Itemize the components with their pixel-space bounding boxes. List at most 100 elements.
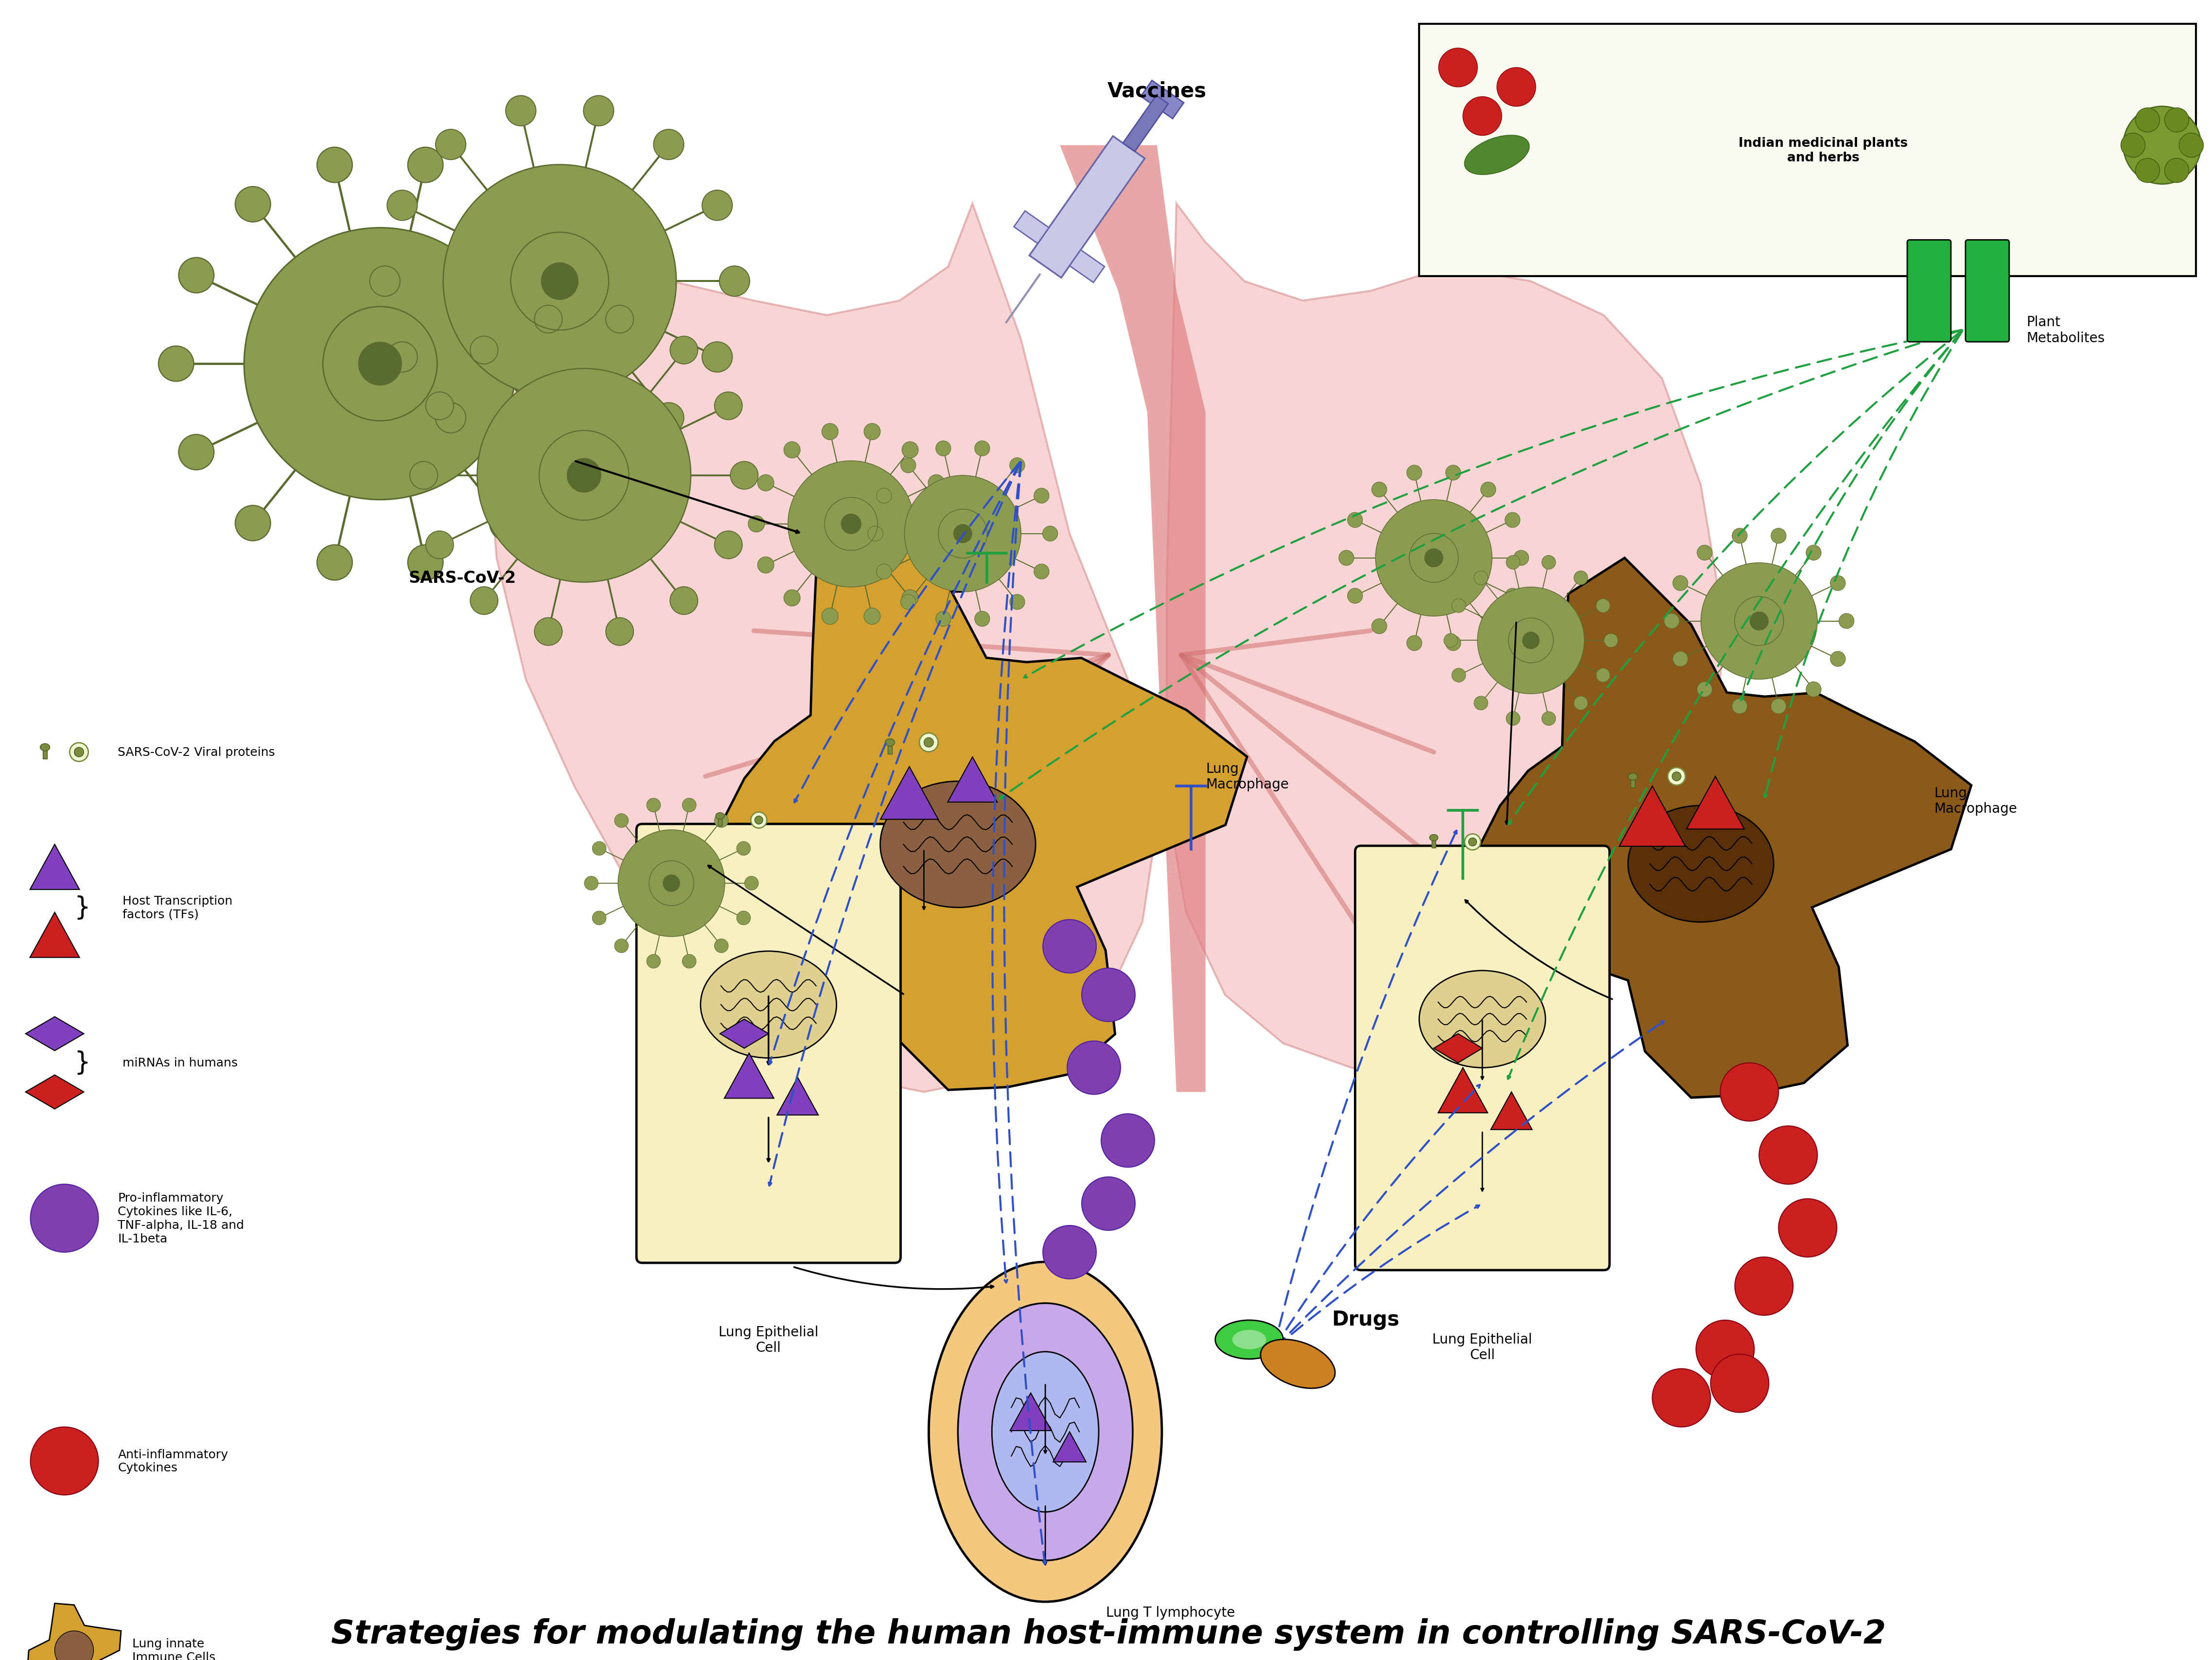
Circle shape bbox=[425, 531, 453, 559]
Circle shape bbox=[1447, 465, 1460, 481]
Text: Lung
Macrophage: Lung Macrophage bbox=[1206, 762, 1290, 792]
Ellipse shape bbox=[885, 739, 896, 747]
Circle shape bbox=[489, 506, 524, 541]
Circle shape bbox=[442, 164, 677, 398]
Ellipse shape bbox=[1232, 1330, 1265, 1350]
Circle shape bbox=[1697, 682, 1712, 697]
Polygon shape bbox=[1425, 558, 1971, 1097]
Circle shape bbox=[664, 875, 679, 891]
Polygon shape bbox=[947, 757, 998, 802]
Circle shape bbox=[1663, 614, 1679, 629]
Text: Lung Epithelial
Cell: Lung Epithelial Cell bbox=[1433, 1333, 1533, 1361]
Polygon shape bbox=[776, 1077, 818, 1116]
Circle shape bbox=[757, 558, 774, 573]
Circle shape bbox=[1469, 838, 1478, 847]
Circle shape bbox=[425, 392, 453, 420]
Polygon shape bbox=[880, 767, 938, 820]
Circle shape bbox=[929, 558, 945, 573]
Circle shape bbox=[1838, 614, 1854, 629]
Circle shape bbox=[387, 191, 418, 221]
Ellipse shape bbox=[701, 951, 836, 1057]
Circle shape bbox=[593, 911, 606, 925]
Circle shape bbox=[783, 589, 801, 606]
Circle shape bbox=[1082, 1177, 1135, 1230]
Circle shape bbox=[1042, 526, 1057, 541]
Circle shape bbox=[2166, 108, 2190, 133]
Circle shape bbox=[2135, 108, 2159, 133]
Circle shape bbox=[1732, 699, 1747, 714]
Circle shape bbox=[1438, 48, 1478, 88]
Circle shape bbox=[714, 940, 728, 953]
Circle shape bbox=[234, 506, 270, 541]
Bar bbox=[719, 818, 721, 827]
Text: miRNAs in humans: miRNAs in humans bbox=[122, 1057, 239, 1069]
Ellipse shape bbox=[717, 813, 723, 820]
Circle shape bbox=[730, 461, 759, 490]
Circle shape bbox=[2124, 106, 2201, 184]
Polygon shape bbox=[1141, 81, 1183, 120]
Ellipse shape bbox=[929, 1262, 1161, 1602]
Circle shape bbox=[542, 262, 577, 300]
Polygon shape bbox=[1053, 1433, 1086, 1462]
Circle shape bbox=[737, 842, 750, 855]
Circle shape bbox=[179, 435, 215, 470]
Circle shape bbox=[1604, 634, 1617, 647]
Circle shape bbox=[823, 608, 838, 624]
Circle shape bbox=[902, 442, 918, 458]
Circle shape bbox=[865, 423, 880, 440]
Circle shape bbox=[1033, 488, 1048, 503]
Circle shape bbox=[823, 423, 838, 440]
Circle shape bbox=[316, 544, 352, 581]
Text: Lung
Macrophage: Lung Macrophage bbox=[1933, 787, 2017, 815]
Circle shape bbox=[1504, 513, 1520, 528]
Circle shape bbox=[902, 589, 918, 606]
Circle shape bbox=[1009, 594, 1024, 609]
Circle shape bbox=[646, 954, 661, 968]
Circle shape bbox=[646, 798, 661, 812]
Circle shape bbox=[615, 813, 628, 828]
Circle shape bbox=[1652, 1370, 1710, 1428]
Circle shape bbox=[1347, 513, 1363, 528]
Circle shape bbox=[489, 188, 524, 222]
Circle shape bbox=[953, 525, 971, 543]
Circle shape bbox=[936, 442, 951, 457]
Circle shape bbox=[1506, 556, 1520, 569]
Circle shape bbox=[900, 594, 916, 609]
Text: Plant
Metabolites: Plant Metabolites bbox=[2026, 315, 2104, 345]
Circle shape bbox=[1672, 576, 1688, 591]
Circle shape bbox=[714, 531, 743, 559]
Circle shape bbox=[929, 475, 945, 491]
Text: Drugs: Drugs bbox=[1332, 1310, 1400, 1330]
Text: Lung innate
Immune Cells: Lung innate Immune Cells bbox=[133, 1638, 215, 1660]
Text: Lung Epithelial
Cell: Lung Epithelial Cell bbox=[719, 1325, 818, 1355]
Polygon shape bbox=[1124, 96, 1168, 151]
Circle shape bbox=[369, 266, 400, 297]
Circle shape bbox=[1542, 712, 1555, 725]
Circle shape bbox=[1042, 920, 1097, 973]
Circle shape bbox=[1498, 68, 1535, 106]
Polygon shape bbox=[666, 515, 1248, 1091]
Circle shape bbox=[1829, 652, 1845, 667]
Circle shape bbox=[1710, 1355, 1770, 1413]
Circle shape bbox=[1597, 599, 1610, 613]
Circle shape bbox=[745, 876, 759, 890]
Circle shape bbox=[1668, 769, 1686, 785]
Circle shape bbox=[606, 618, 633, 646]
Circle shape bbox=[876, 564, 891, 579]
Circle shape bbox=[584, 876, 597, 890]
Ellipse shape bbox=[1628, 805, 1774, 923]
Circle shape bbox=[1697, 1320, 1754, 1378]
Circle shape bbox=[55, 1630, 93, 1660]
Polygon shape bbox=[1029, 136, 1146, 279]
Circle shape bbox=[507, 96, 535, 126]
Circle shape bbox=[1473, 697, 1489, 710]
Circle shape bbox=[1478, 588, 1584, 694]
Circle shape bbox=[535, 305, 562, 334]
Circle shape bbox=[1575, 697, 1588, 710]
Circle shape bbox=[670, 588, 697, 614]
Text: }: } bbox=[75, 895, 91, 920]
Circle shape bbox=[615, 940, 628, 953]
Circle shape bbox=[546, 435, 582, 470]
Text: Indian medicinal plants
and herbs: Indian medicinal plants and herbs bbox=[1739, 136, 1909, 164]
Polygon shape bbox=[1060, 146, 1206, 1092]
